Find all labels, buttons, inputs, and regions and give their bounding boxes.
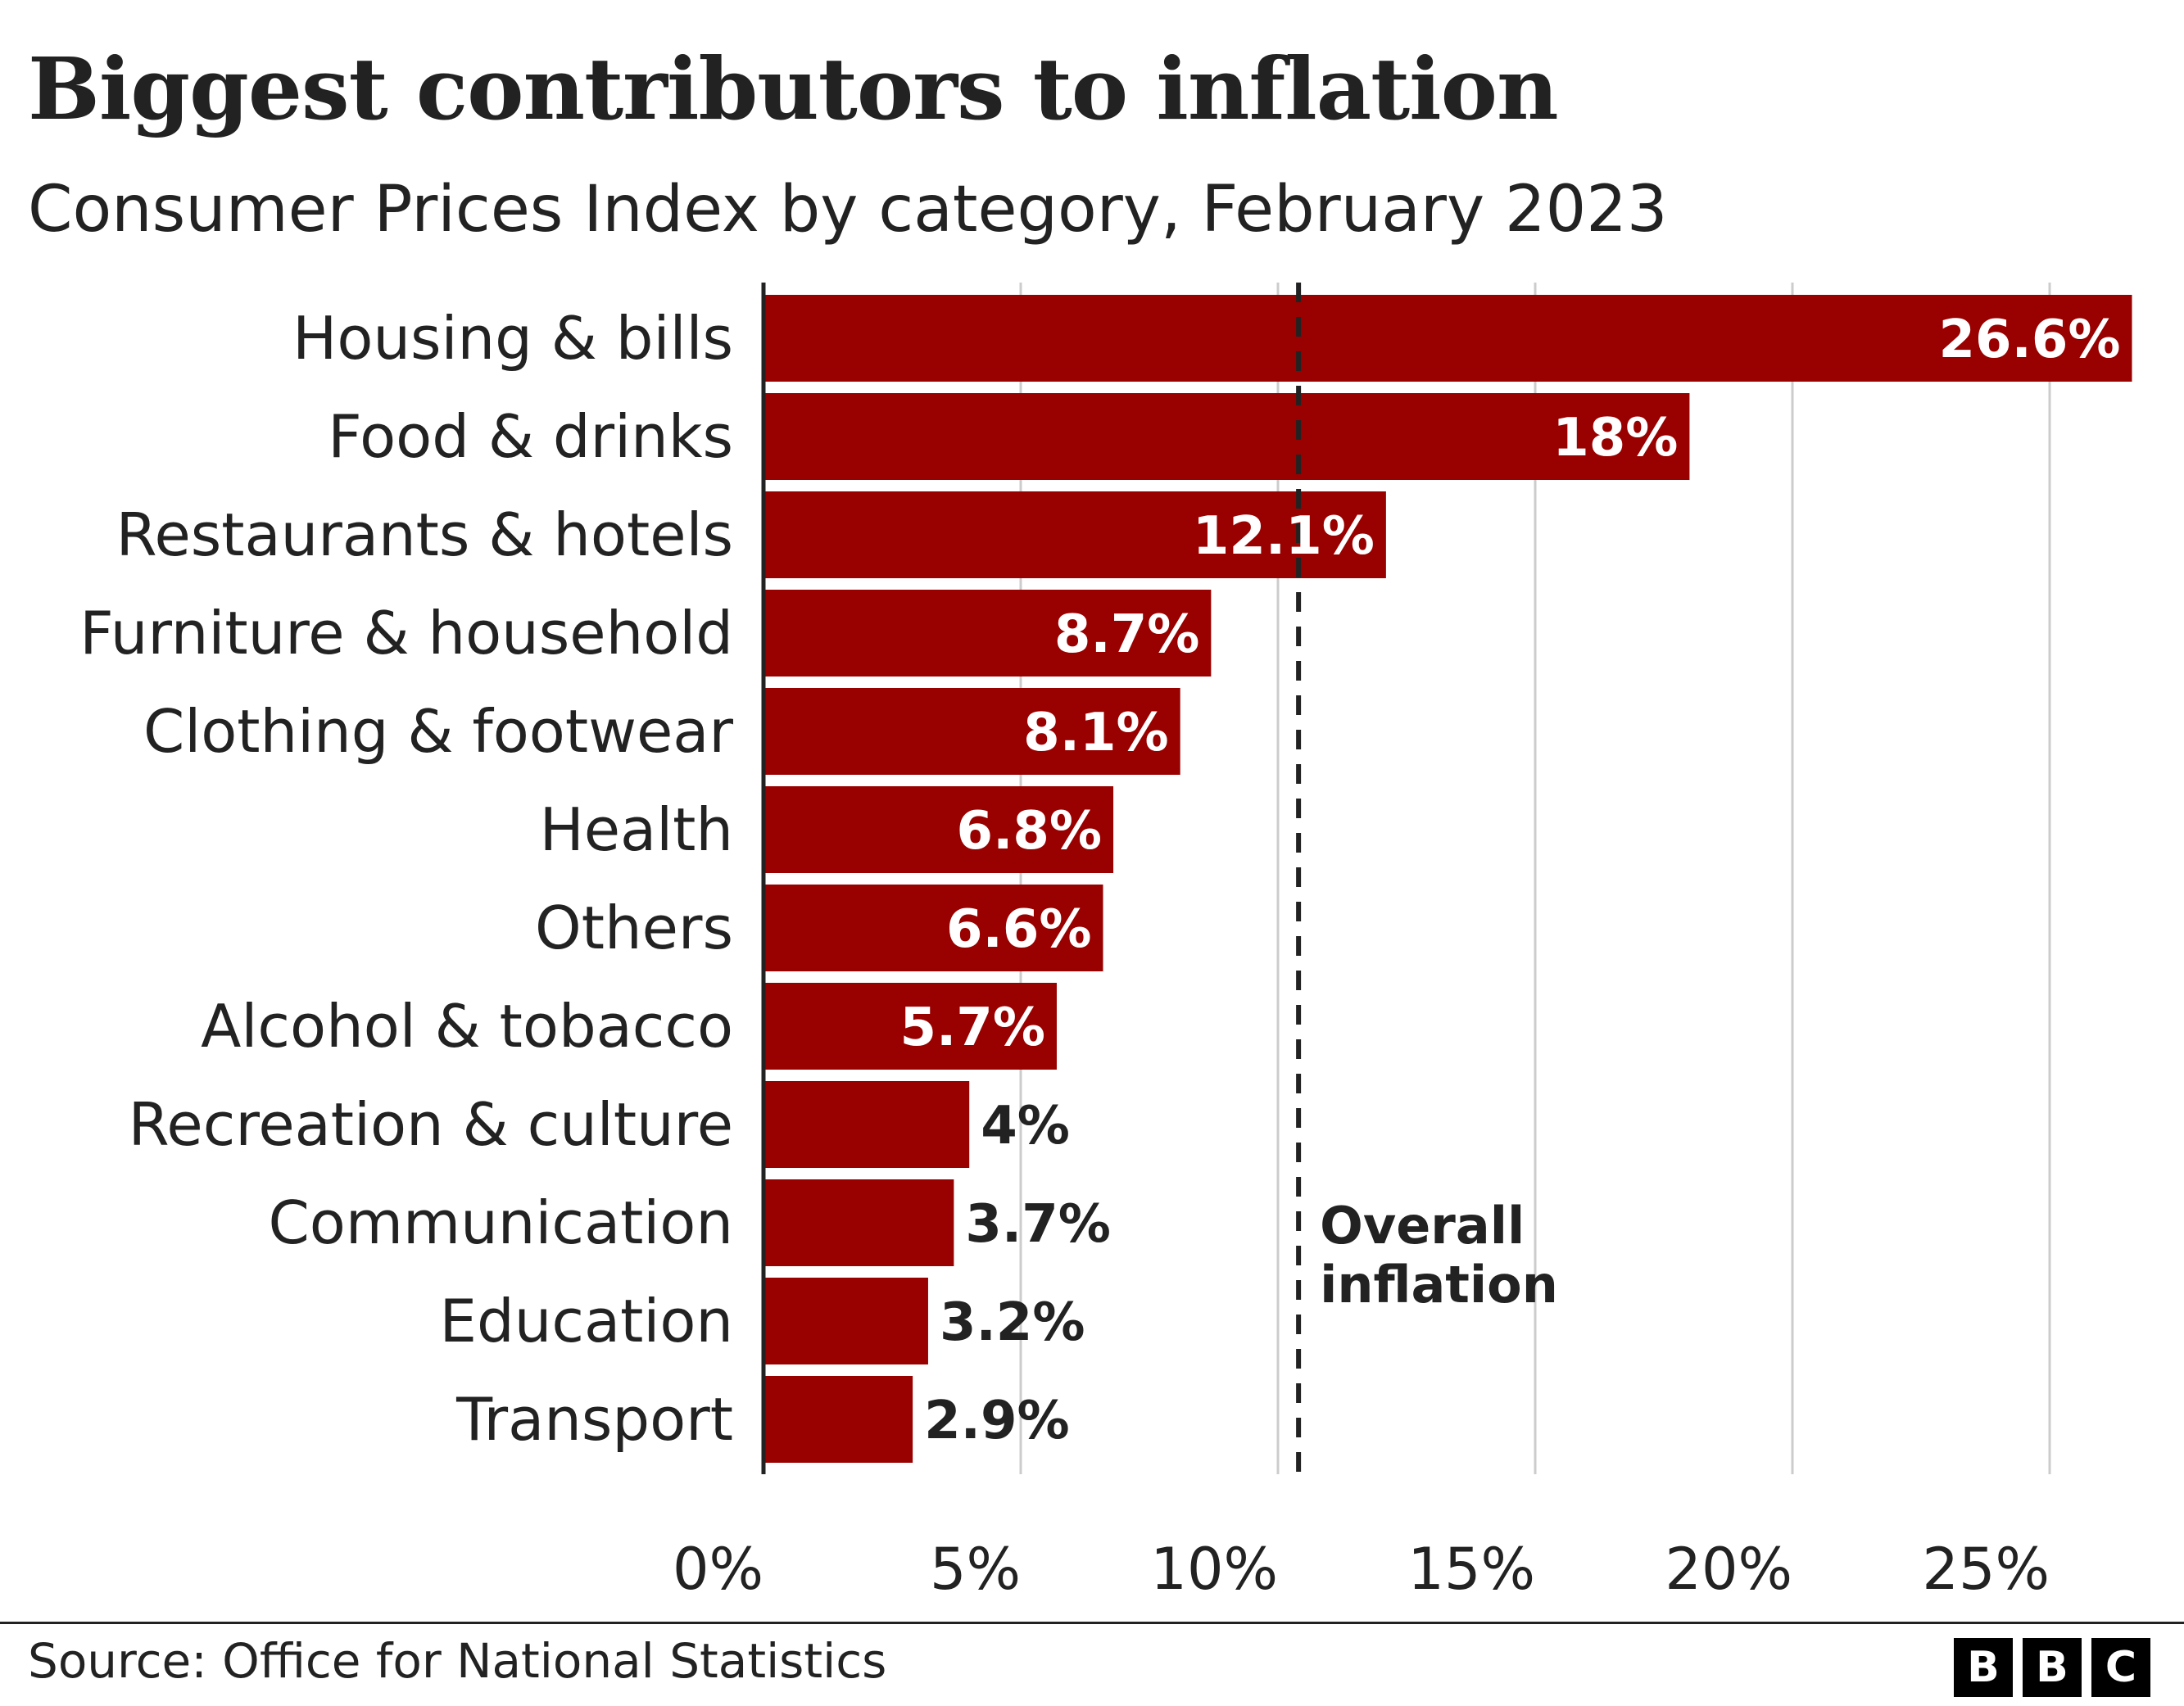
category-label: Others [535, 894, 733, 962]
x-tick-label: 10% [1150, 1536, 1278, 1603]
value-label: 3.7% [965, 1194, 1111, 1255]
bar [763, 1376, 913, 1463]
source-note: Source: Office for National Statistics [28, 1633, 887, 1689]
bar [763, 491, 1386, 578]
value-labels: 26.6% 18% 12.1% 8.7% 8.1% 6.8% 6.6% 5.7% 4% 3.7% 3… [899, 310, 2120, 1451]
bar [763, 1278, 928, 1364]
chart-title: Biggest contributors to inflation [28, 38, 1559, 139]
category-label: Education [440, 1287, 733, 1355]
value-label: 8.7% [1054, 604, 1200, 665]
x-tick-label: 0% [673, 1536, 763, 1603]
bar [763, 590, 1212, 677]
value-label: 26.6% [1938, 310, 2120, 370]
bar [763, 1179, 954, 1266]
footer-divider [0, 1622, 2184, 1624]
x-tick-label: 20% [1665, 1536, 1792, 1603]
bar [763, 295, 2132, 382]
value-label: 6.6% [946, 899, 1092, 960]
bar [763, 1081, 970, 1168]
category-label: Communication [269, 1188, 734, 1257]
category-label: Furniture & household [79, 599, 733, 667]
gridlines [1019, 283, 2051, 1474]
chart-subtitle: Consumer Prices Index by category, Febru… [28, 173, 1668, 247]
bar [763, 786, 1114, 873]
x-tick-label: 15% [1407, 1536, 1535, 1603]
bbc-logo: B B C [1954, 1638, 2150, 1697]
bar [763, 885, 1103, 971]
bar [763, 983, 1057, 1070]
overall-inflation-label: inflation [1320, 1255, 1558, 1315]
value-label: 8.1% [1023, 703, 1169, 763]
bar [763, 688, 1180, 775]
category-label: Restaurants & hotels [116, 500, 733, 569]
value-label: 2.9% [924, 1391, 1070, 1451]
overall-inflation-label: Overall [1320, 1196, 1525, 1256]
logo-letter-1: B [1954, 1638, 2013, 1697]
logo-letter-3: C [2091, 1638, 2150, 1697]
category-label: Transport [455, 1385, 733, 1454]
category-label: Alcohol & tobacco [201, 992, 733, 1061]
category-label: Health [540, 795, 733, 864]
category-label: Clothing & footwear [143, 697, 733, 766]
value-label: 5.7% [899, 998, 1045, 1058]
value-label: 3.2% [940, 1292, 1085, 1353]
value-label: 4% [981, 1096, 1070, 1156]
logo-letter-2: B [2023, 1638, 2082, 1697]
category-label: Housing & bills [292, 304, 733, 373]
category-label: Food & drinks [328, 402, 733, 471]
x-axis-tick-labels: 0% 5% 10% 15% 20% 25% [673, 1536, 2050, 1603]
value-label: 18% [1552, 408, 1678, 468]
value-label: 6.8% [957, 801, 1103, 862]
category-label: Recreation & culture [129, 1090, 733, 1159]
bars [763, 295, 2132, 1463]
value-label: 12.1% [1193, 506, 1375, 567]
category-labels: Housing & bills Food & drinks Restaurants … [79, 304, 733, 1454]
bar [763, 393, 1690, 480]
x-tick-label: 5% [930, 1536, 1021, 1603]
x-tick-label: 25% [1922, 1536, 2050, 1603]
